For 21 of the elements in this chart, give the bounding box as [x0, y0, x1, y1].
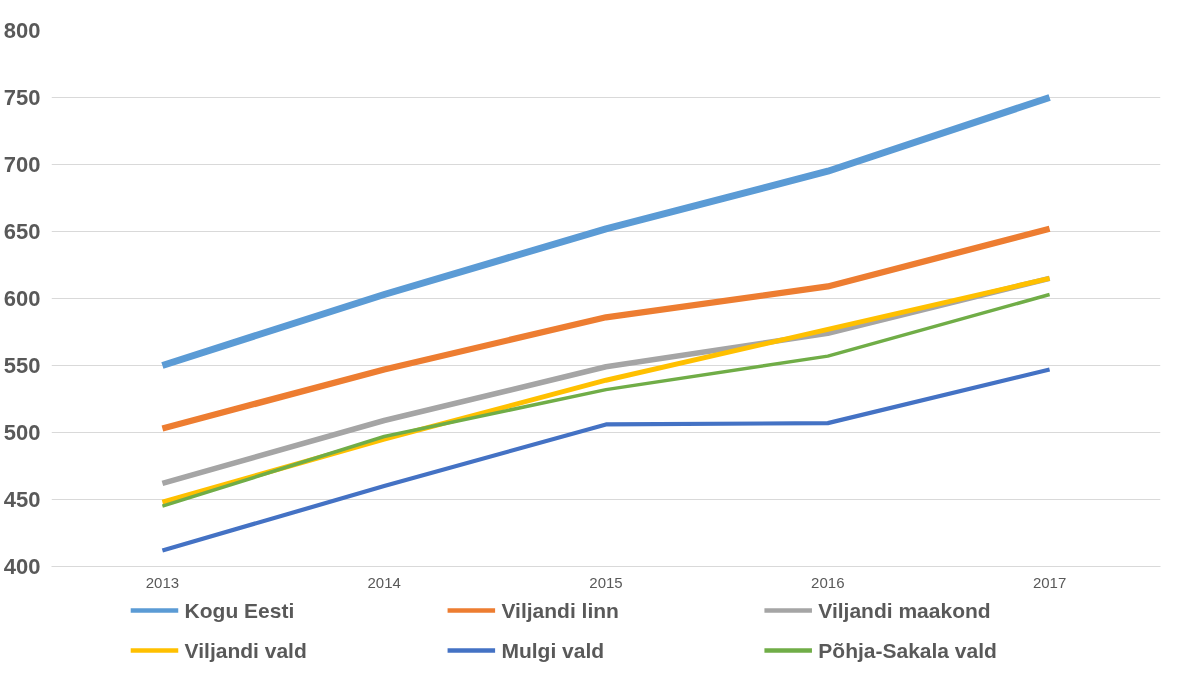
y-tick-label: 550 [3, 353, 41, 378]
legend-label: Põhja-Sakala vald [818, 639, 997, 662]
legend-label: Kogu Eesti [184, 599, 295, 622]
y-tick-label: 650 [3, 219, 41, 244]
x-tick-label: 2015 [589, 573, 623, 591]
x-tick-label: 2016 [811, 573, 845, 591]
y-tick-label: 800 [3, 18, 41, 43]
y-tick-label: 500 [3, 420, 41, 445]
x-tick-label: 2017 [1032, 573, 1067, 591]
y-tick-label: 400 [3, 554, 41, 579]
y-tick-label: 700 [3, 152, 41, 177]
x-tick-label: 2013 [145, 573, 180, 591]
legend-label: Viljandi vald [184, 639, 307, 662]
y-tick-label: 450 [3, 487, 41, 512]
x-tick-label: 2014 [367, 573, 401, 591]
legend-label: Viljandi linn [501, 599, 619, 622]
y-tick-label: 750 [3, 85, 41, 110]
legend-label: Viljandi maakond [818, 599, 991, 622]
legend-label: Mulgi vald [501, 639, 605, 662]
line-series [160, 367, 1052, 553]
y-tick-label: 600 [3, 286, 41, 311]
